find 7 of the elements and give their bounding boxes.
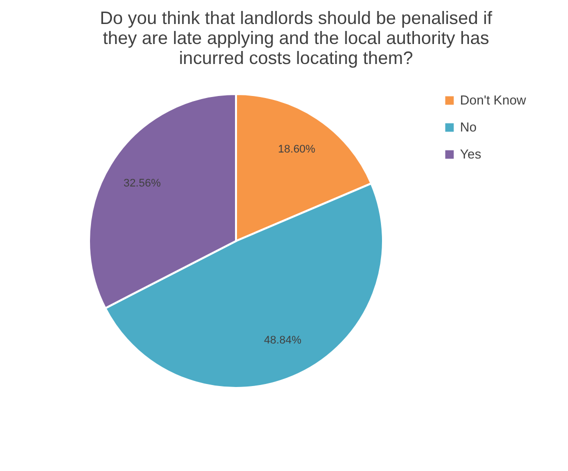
data-label: 32.56% [123,178,161,190]
legend-label: Don't Know [460,92,527,108]
chart-title: Do you think that landlords should be penalised if they are late applying and the local authority has incurred costs locating them? [100,8,494,68]
legend-label: No [460,120,477,134]
data-label: 18.60% [278,143,316,156]
legend-label: Yes [460,146,482,162]
data-label: 48.84% [264,334,302,347]
